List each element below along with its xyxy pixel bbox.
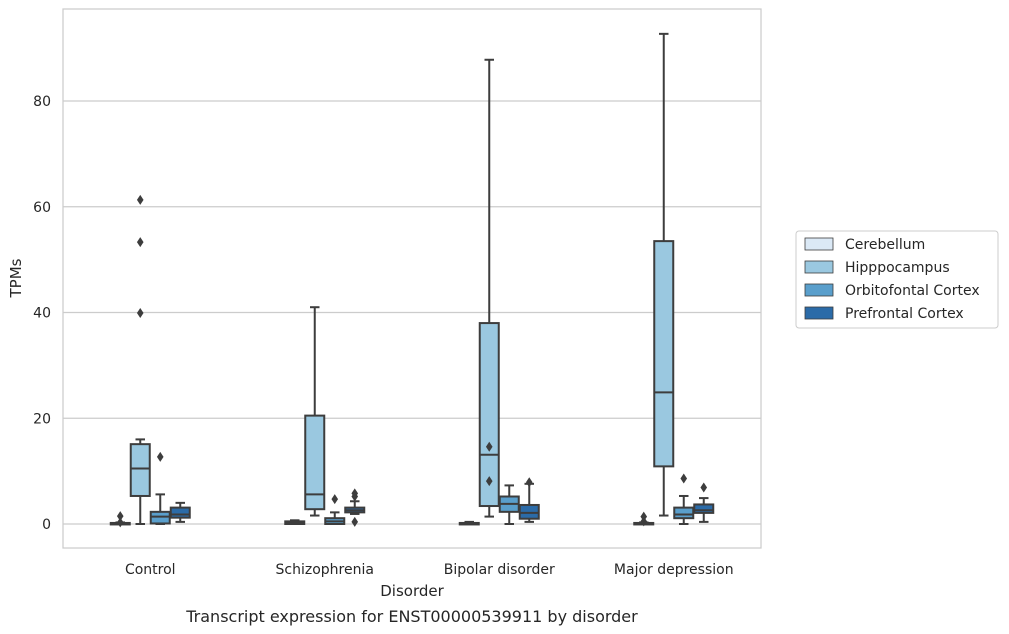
- legend-swatch: [804, 283, 834, 297]
- box-body: [129, 443, 151, 497]
- box-hipppocampus-2: [478, 58, 500, 518]
- box-prefrontal-cortex-2: [518, 477, 540, 523]
- box-body: [673, 506, 695, 520]
- box-prefrontal-cortex-0: [169, 501, 191, 523]
- box-body: [518, 503, 540, 520]
- box-hipppocampus-0: [129, 194, 151, 525]
- outlier-point: [116, 517, 124, 528]
- outlier-point: [331, 494, 339, 505]
- legend-swatch: [804, 260, 834, 274]
- outlier-point: [136, 194, 144, 205]
- box-orbitofontal-cortex-3: [673, 473, 695, 525]
- box-body: [149, 510, 171, 525]
- legend-label: Hipppocampus: [845, 260, 950, 276]
- box-cerebellum-2: [458, 520, 480, 526]
- outlier-point: [351, 516, 359, 527]
- outlier-point: [156, 451, 164, 462]
- box-cerebellum-1: [284, 519, 306, 526]
- box-body: [169, 506, 191, 519]
- legend-label: Orbitofontal Cortex: [845, 283, 980, 299]
- legend: Cerebellum Hipppocampus Orbitofontal Corte…: [795, 230, 999, 329]
- outlier-point: [136, 308, 144, 319]
- y-axis-label: TPMs: [7, 258, 25, 298]
- box-orbitofontal-cortex-0: [149, 451, 171, 525]
- legend-label: Cerebellum: [845, 237, 925, 253]
- legend-label: Prefrontal Cortex: [845, 306, 964, 322]
- y-axis-ticks: 0 20 40 60 80: [33, 94, 51, 533]
- y-tick-label: 0: [42, 517, 51, 533]
- x-tick-label: Schizophrenia: [276, 562, 374, 578]
- legend-swatch: [804, 237, 834, 251]
- chart-caption: Transcript expression for ENST0000053991…: [185, 607, 638, 626]
- box-body: [304, 414, 326, 511]
- outlier-point: [136, 237, 144, 248]
- y-tick-label: 80: [33, 94, 51, 110]
- plot-frame: [62, 8, 762, 549]
- box-prefrontal-cortex-1: [344, 488, 366, 527]
- box-cerebellum-3: [633, 511, 655, 527]
- outlier-point: [640, 511, 648, 522]
- box-body: [478, 322, 500, 508]
- box-cerebellum-0: [109, 511, 131, 528]
- y-tick-label: 60: [33, 200, 51, 216]
- outlier-point: [700, 482, 708, 493]
- outlier-point: [351, 488, 359, 499]
- outlier-point: [485, 476, 493, 487]
- box-hipppocampus-3: [653, 32, 675, 517]
- x-tick-label: Major depression: [614, 562, 734, 578]
- legend-swatch: [804, 306, 834, 320]
- box-layer: [109, 32, 715, 528]
- box-body: [653, 240, 675, 468]
- box-orbitofontal-cortex-1: [324, 494, 346, 526]
- x-tick-label: Control: [125, 562, 176, 578]
- x-tick-label: Bipolar disorder: [444, 562, 555, 578]
- box-body: [693, 503, 715, 514]
- x-axis-label: Disorder: [380, 582, 444, 600]
- y-tick-label: 20: [33, 411, 51, 427]
- box-orbitofontal-cortex-2: [498, 484, 520, 525]
- y-tick-label: 40: [33, 306, 51, 322]
- box-prefrontal-cortex-3: [693, 482, 715, 523]
- outlier-point: [525, 477, 533, 488]
- outlier-point: [485, 441, 493, 452]
- box-hipppocampus-1: [304, 306, 326, 517]
- outlier-point: [680, 473, 688, 484]
- legend-frame: [795, 230, 999, 329]
- x-axis-ticks: Control Schizophrenia Bipolar disorder Majo…: [125, 562, 734, 578]
- outlier-point: [116, 511, 124, 522]
